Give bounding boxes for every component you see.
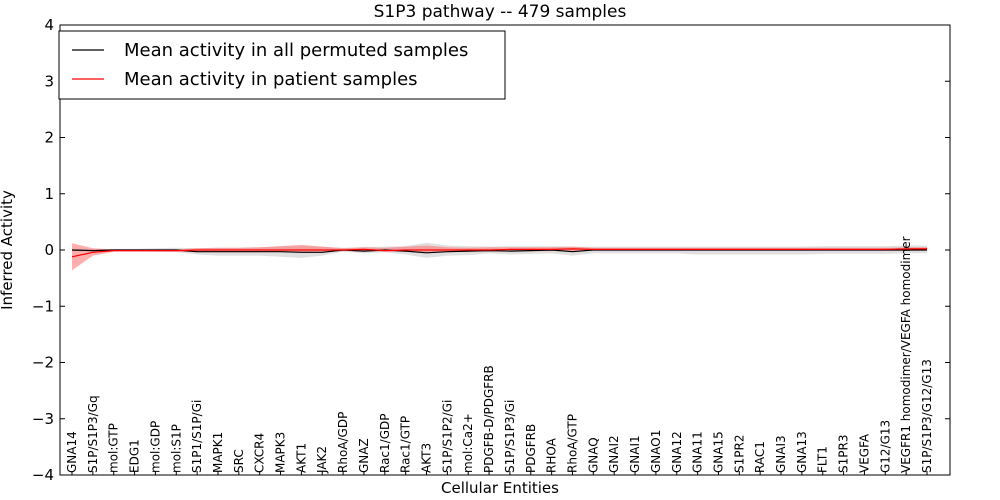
x-category-label: RhoA/GTP	[566, 414, 580, 473]
x-category-label: GNA11	[691, 431, 705, 473]
x-category-label: RAC1	[753, 441, 767, 473]
x-category-label: GNAI2	[607, 435, 621, 473]
line-patient	[71, 248, 927, 258]
x-category-label: MAPK1	[211, 432, 225, 473]
x-category-label: GNAI3	[774, 435, 788, 473]
x-category-label: CXCR4	[253, 433, 267, 473]
x-category-label: VEGFA	[857, 433, 871, 473]
y-axis-ticks: −4 −3 −2 −1 0 1 2 3 4	[32, 16, 950, 484]
x-category-label: GNA14	[65, 431, 79, 473]
legend-entry-patient: Mean activity in patient samples	[124, 69, 418, 90]
x-category-label: RHOA	[545, 437, 559, 473]
x-category-label: S1PR2	[732, 435, 746, 473]
x-axis-label: Cellular Entities	[441, 479, 559, 497]
y-tick-label: 4	[44, 16, 54, 34]
x-category-label: PDGFRB	[524, 424, 538, 473]
x-category-label: mol:Ca2+	[461, 413, 475, 473]
x-category-label: GNAZ	[357, 438, 371, 473]
x-category-label: GNAI1	[628, 435, 642, 473]
y-tick-label: 1	[44, 185, 54, 203]
x-category-label: GNA15	[712, 431, 726, 473]
x-category-label: mol:GDP	[148, 421, 162, 473]
y-tick-label: −1	[32, 297, 54, 315]
y-tick-label: −2	[32, 354, 54, 372]
x-category-label: AKT1	[294, 443, 308, 473]
x-category-label: AKT3	[420, 443, 434, 473]
chart-title: S1P3 pathway -- 479 samples	[374, 2, 627, 22]
y-tick-label: −4	[32, 466, 54, 484]
x-category-label: GNA13	[795, 431, 809, 473]
x-category-label: RhoA/GDP	[336, 412, 350, 473]
x-category-label: GNAQ	[586, 437, 600, 473]
legend-frame	[58, 30, 506, 100]
x-category-label: S1PR3	[837, 435, 851, 473]
x-category-label: S1P1/S1P/Gi	[190, 400, 204, 473]
x-category-label: JAK2	[315, 446, 329, 474]
x-category-label: FLT1	[816, 446, 830, 473]
x-category-label: S1P/S1P3/Gi	[503, 400, 517, 473]
x-category-label: mol:S1P	[169, 424, 183, 473]
legend-entry-permuted: Mean activity in all permuted samples	[124, 40, 468, 61]
legend: Mean activity in all permuted samples Me…	[58, 30, 506, 100]
x-category-label: Rac1/GDP	[378, 414, 392, 473]
x-category-label: mol:GTP	[107, 423, 121, 473]
x-category-label: EDG1	[128, 439, 142, 473]
x-category-label: S1P/S1P3/G12/G13	[920, 359, 934, 473]
x-category-label: VEGFR1 homodimer/VEGFA homodimer	[899, 236, 913, 473]
x-category-label: GNAO1	[649, 430, 663, 473]
x-category-label: PDGFB-D/PDGFRB	[482, 365, 496, 473]
x-category-label: G12/G13	[878, 420, 892, 473]
y-tick-label: 2	[44, 129, 54, 147]
y-tick-label: 0	[44, 241, 54, 259]
y-axis-label: Inferred Activity	[0, 190, 16, 310]
x-axis-category-labels: GNA14 S1P/S1P3/Gq mol:GTP EDG1 mol:GDP mol:S1…	[65, 236, 934, 475]
x-category-label: S1P/S1P2/Gi	[440, 400, 454, 473]
y-tick-label: 3	[44, 72, 54, 90]
confidence-bands	[72, 242, 927, 271]
y-tick-label: −3	[32, 410, 54, 428]
x-category-label: MAPK3	[274, 432, 288, 473]
x-category-label: Rac1/GTP	[399, 416, 413, 473]
series-lines	[71, 248, 927, 258]
x-category-label: S1P/S1P3/Gq	[86, 395, 100, 473]
x-category-label: GNA12	[670, 431, 684, 473]
x-category-label: SRC	[232, 449, 246, 473]
